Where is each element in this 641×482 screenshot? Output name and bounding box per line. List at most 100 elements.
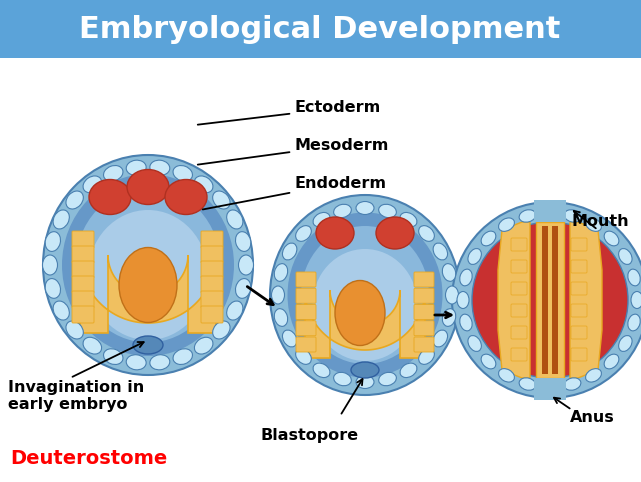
Ellipse shape <box>42 255 58 275</box>
Ellipse shape <box>53 301 69 320</box>
Ellipse shape <box>301 226 429 364</box>
Circle shape <box>472 222 628 378</box>
FancyBboxPatch shape <box>571 304 587 317</box>
Ellipse shape <box>604 231 619 246</box>
FancyBboxPatch shape <box>414 305 434 320</box>
Polygon shape <box>536 222 564 378</box>
Ellipse shape <box>45 232 60 252</box>
Ellipse shape <box>296 348 312 364</box>
FancyBboxPatch shape <box>201 246 223 263</box>
Ellipse shape <box>150 160 170 175</box>
Ellipse shape <box>356 375 374 388</box>
Ellipse shape <box>173 165 192 181</box>
Ellipse shape <box>313 249 417 361</box>
Ellipse shape <box>296 226 312 241</box>
Ellipse shape <box>481 231 496 246</box>
Ellipse shape <box>481 354 496 369</box>
FancyBboxPatch shape <box>72 291 94 308</box>
Ellipse shape <box>356 201 374 214</box>
FancyBboxPatch shape <box>72 231 94 248</box>
Ellipse shape <box>376 217 414 249</box>
Ellipse shape <box>126 160 146 175</box>
Ellipse shape <box>238 255 253 275</box>
Ellipse shape <box>460 269 472 286</box>
FancyBboxPatch shape <box>414 288 434 303</box>
Ellipse shape <box>227 301 243 320</box>
FancyBboxPatch shape <box>571 260 587 273</box>
FancyBboxPatch shape <box>571 238 587 251</box>
Text: Anus: Anus <box>570 411 615 426</box>
Ellipse shape <box>419 348 435 364</box>
Ellipse shape <box>433 330 447 347</box>
Ellipse shape <box>127 170 169 204</box>
Ellipse shape <box>419 226 435 241</box>
Polygon shape <box>542 226 548 374</box>
Ellipse shape <box>150 355 170 370</box>
Ellipse shape <box>442 308 456 326</box>
FancyBboxPatch shape <box>511 348 527 361</box>
FancyBboxPatch shape <box>511 282 527 295</box>
FancyBboxPatch shape <box>571 282 587 295</box>
Ellipse shape <box>335 281 385 346</box>
Ellipse shape <box>519 378 536 390</box>
Ellipse shape <box>445 286 458 304</box>
FancyBboxPatch shape <box>296 288 316 303</box>
FancyBboxPatch shape <box>511 326 527 339</box>
FancyBboxPatch shape <box>414 337 434 352</box>
Text: Mesoderm: Mesoderm <box>198 137 389 165</box>
FancyBboxPatch shape <box>296 337 316 352</box>
Ellipse shape <box>542 207 558 219</box>
Ellipse shape <box>53 210 69 229</box>
FancyBboxPatch shape <box>296 305 316 320</box>
Ellipse shape <box>564 378 581 390</box>
Ellipse shape <box>194 337 213 354</box>
Polygon shape <box>570 222 602 378</box>
Ellipse shape <box>519 210 536 222</box>
Ellipse shape <box>43 155 253 375</box>
Polygon shape <box>534 200 566 222</box>
Ellipse shape <box>104 165 123 181</box>
Ellipse shape <box>235 279 251 298</box>
Ellipse shape <box>283 243 297 260</box>
Circle shape <box>452 202 641 398</box>
Ellipse shape <box>89 179 131 214</box>
Ellipse shape <box>83 176 101 193</box>
Ellipse shape <box>499 218 515 231</box>
Ellipse shape <box>119 247 177 322</box>
Ellipse shape <box>313 363 330 377</box>
Polygon shape <box>80 255 216 333</box>
Text: Blastopore: Blastopore <box>261 428 359 443</box>
Text: Embryological Development: Embryological Development <box>79 15 561 44</box>
FancyBboxPatch shape <box>0 0 641 58</box>
FancyBboxPatch shape <box>72 306 94 323</box>
Ellipse shape <box>66 321 83 339</box>
Ellipse shape <box>76 187 221 343</box>
FancyBboxPatch shape <box>414 272 434 287</box>
FancyBboxPatch shape <box>511 304 527 317</box>
Ellipse shape <box>379 204 396 218</box>
Ellipse shape <box>313 213 330 227</box>
Ellipse shape <box>104 349 123 364</box>
Ellipse shape <box>542 381 558 393</box>
Ellipse shape <box>333 204 351 218</box>
Ellipse shape <box>274 264 288 281</box>
Ellipse shape <box>66 191 83 209</box>
Polygon shape <box>498 222 530 378</box>
FancyBboxPatch shape <box>72 246 94 263</box>
Text: Invagination in
early embryo: Invagination in early embryo <box>8 380 144 413</box>
Ellipse shape <box>126 355 146 370</box>
Ellipse shape <box>442 264 456 281</box>
FancyBboxPatch shape <box>511 238 527 251</box>
Ellipse shape <box>288 213 442 377</box>
FancyBboxPatch shape <box>571 326 587 339</box>
Ellipse shape <box>227 210 243 229</box>
Ellipse shape <box>62 174 234 356</box>
Ellipse shape <box>585 218 601 231</box>
Ellipse shape <box>460 314 472 331</box>
Ellipse shape <box>400 363 417 377</box>
Text: Mouth: Mouth <box>571 214 629 229</box>
Ellipse shape <box>499 369 515 382</box>
FancyBboxPatch shape <box>201 231 223 248</box>
Ellipse shape <box>457 292 469 308</box>
Ellipse shape <box>235 232 251 252</box>
